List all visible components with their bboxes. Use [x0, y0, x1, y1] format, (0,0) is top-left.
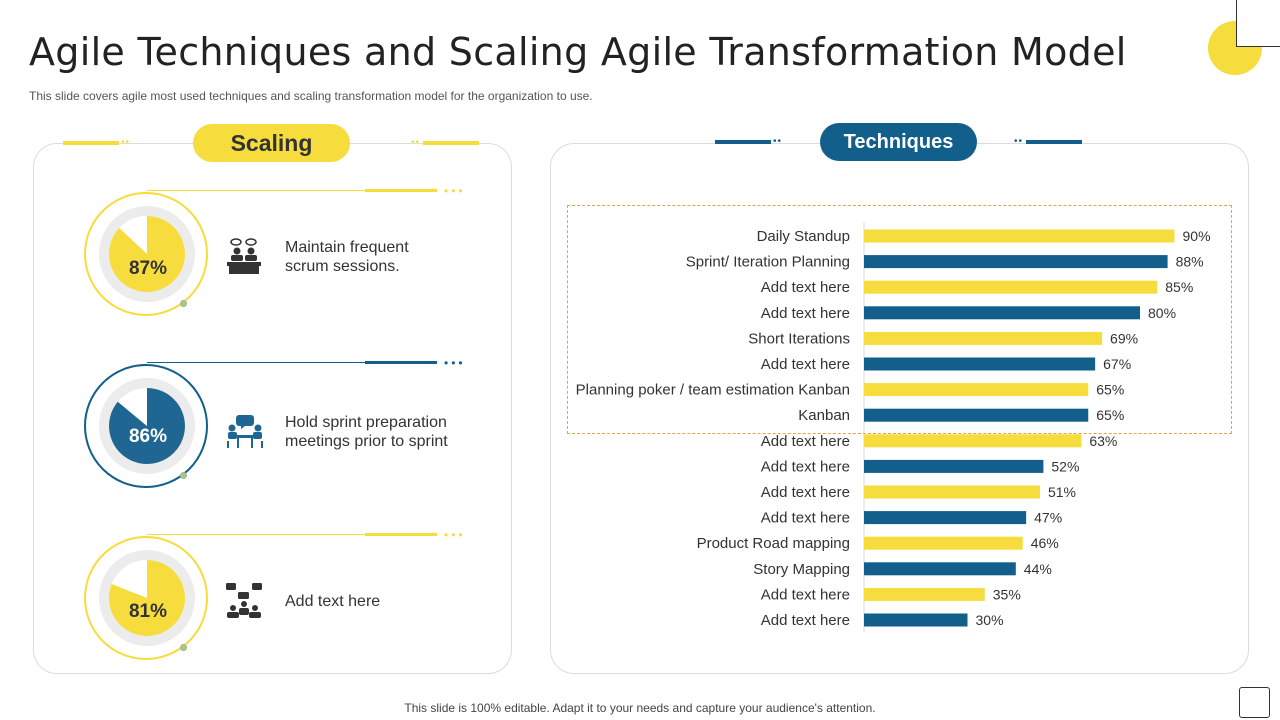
- bar: [864, 562, 1016, 576]
- bar: [864, 536, 1023, 550]
- value-label: 65%: [1096, 382, 1124, 398]
- category-label: Sprint/ Iteration Planning: [686, 254, 850, 271]
- bar: [864, 255, 1168, 269]
- progress-donut: [99, 206, 195, 302]
- bar: [864, 331, 1103, 345]
- scaling-deco-line-left: [63, 141, 119, 145]
- value-label: 67%: [1103, 356, 1131, 372]
- decorative-box: [1239, 687, 1270, 718]
- value-label: 44%: [1024, 561, 1052, 577]
- decorative-square: [1236, 0, 1280, 47]
- techniques-deco-dots-right: ••: [1014, 136, 1024, 147]
- page-title: Agile Techniques and Scaling Agile Trans…: [29, 30, 1127, 74]
- bar: [864, 613, 968, 627]
- category-label: Short Iterations: [748, 330, 850, 347]
- bar: [864, 280, 1158, 294]
- category-label: Add text here: [761, 484, 850, 501]
- category-label: Add text here: [761, 510, 850, 527]
- team-chat-icon: [226, 583, 262, 618]
- connector-line-thick: [365, 189, 437, 192]
- value-label: 80%: [1148, 305, 1176, 321]
- scaling-item-text: Maintain frequent scrum sessions.: [285, 239, 409, 275]
- ring-dot: [180, 472, 187, 479]
- meeting-desk-icon: [227, 238, 261, 274]
- bar: [864, 229, 1175, 243]
- value-label: 52%: [1051, 458, 1079, 474]
- value-label: 69%: [1110, 330, 1138, 346]
- techniques-deco-line-left: [715, 140, 771, 144]
- category-label: Kanban: [798, 407, 850, 424]
- value-label: 47%: [1034, 510, 1062, 526]
- ring-dot: [180, 300, 187, 307]
- bar: [864, 306, 1140, 320]
- category-label: Add text here: [761, 305, 850, 322]
- techniques-label: Techniques: [820, 123, 977, 161]
- category-label: Product Road mapping: [697, 535, 850, 552]
- bar: [864, 511, 1027, 525]
- page-subtitle: This slide covers agile most used techni…: [29, 89, 593, 103]
- scaling-deco-dots-right: ••: [411, 137, 421, 148]
- value-label: 65%: [1096, 407, 1124, 423]
- bar: [864, 357, 1096, 371]
- progress-percent: 87%: [128, 258, 168, 279]
- discussion-table-icon: [227, 415, 263, 448]
- value-label: 35%: [993, 586, 1021, 602]
- connector-line-thick: [365, 361, 437, 364]
- donut-slice: [109, 560, 185, 636]
- value-label: 46%: [1031, 535, 1059, 551]
- category-label: Add text here: [761, 586, 850, 603]
- scaling-item-text: Add text here: [285, 593, 381, 610]
- value-label: 88%: [1176, 254, 1204, 270]
- connector-line: [147, 190, 365, 191]
- progress-donut: [99, 378, 195, 474]
- category-label: Add text here: [761, 433, 850, 450]
- techniques-deco-dots-left: ••: [773, 136, 783, 147]
- bar: [864, 459, 1044, 473]
- category-label: Planning poker / team estimation Kanban: [576, 382, 850, 399]
- connector-line-thick: [365, 533, 437, 536]
- value-label: 30%: [976, 612, 1004, 628]
- category-label: Add text here: [761, 612, 850, 629]
- category-label: Add text here: [761, 356, 850, 373]
- scaling-deco-dots-left: ••: [121, 137, 131, 148]
- progress-percent: 81%: [128, 601, 168, 622]
- techniques-deco-line-right: [1026, 140, 1082, 144]
- donut-slice: [109, 388, 186, 464]
- scaling-label: Scaling: [193, 124, 350, 162]
- category-label: Story Mapping: [753, 561, 850, 578]
- progress-percent: 86%: [128, 426, 168, 447]
- bar: [864, 383, 1089, 397]
- value-label: 85%: [1165, 279, 1193, 295]
- category-label: Add text here: [761, 458, 850, 475]
- scaling-deco-line-right: [423, 141, 479, 145]
- scaling-item-text: Hold sprint preparation meetings prior t…: [285, 414, 448, 450]
- connector-dots: •••: [444, 528, 466, 542]
- techniques-bar-chart: Daily Standup 90% Sprint/ Iteration Planni…: [576, 222, 1211, 632]
- value-label: 63%: [1089, 433, 1117, 449]
- highlight-box: [567, 205, 1232, 434]
- bar: [864, 434, 1082, 448]
- connector-dots: •••: [444, 356, 466, 370]
- bar: [864, 485, 1040, 499]
- bar: [864, 408, 1089, 422]
- ring-dot: [180, 644, 187, 651]
- connector-line: [147, 362, 365, 363]
- connector-dots: •••: [444, 184, 466, 198]
- progress-donut: [99, 550, 195, 646]
- value-label: 51%: [1048, 484, 1076, 500]
- donut-slice: [108, 216, 185, 292]
- connector-line: [147, 534, 365, 535]
- bar: [864, 587, 985, 601]
- footer-note: This slide is 100% editable. Adapt it to…: [404, 701, 876, 715]
- category-label: Add text here: [761, 279, 850, 296]
- value-label: 90%: [1183, 228, 1211, 244]
- category-label: Daily Standup: [757, 228, 850, 245]
